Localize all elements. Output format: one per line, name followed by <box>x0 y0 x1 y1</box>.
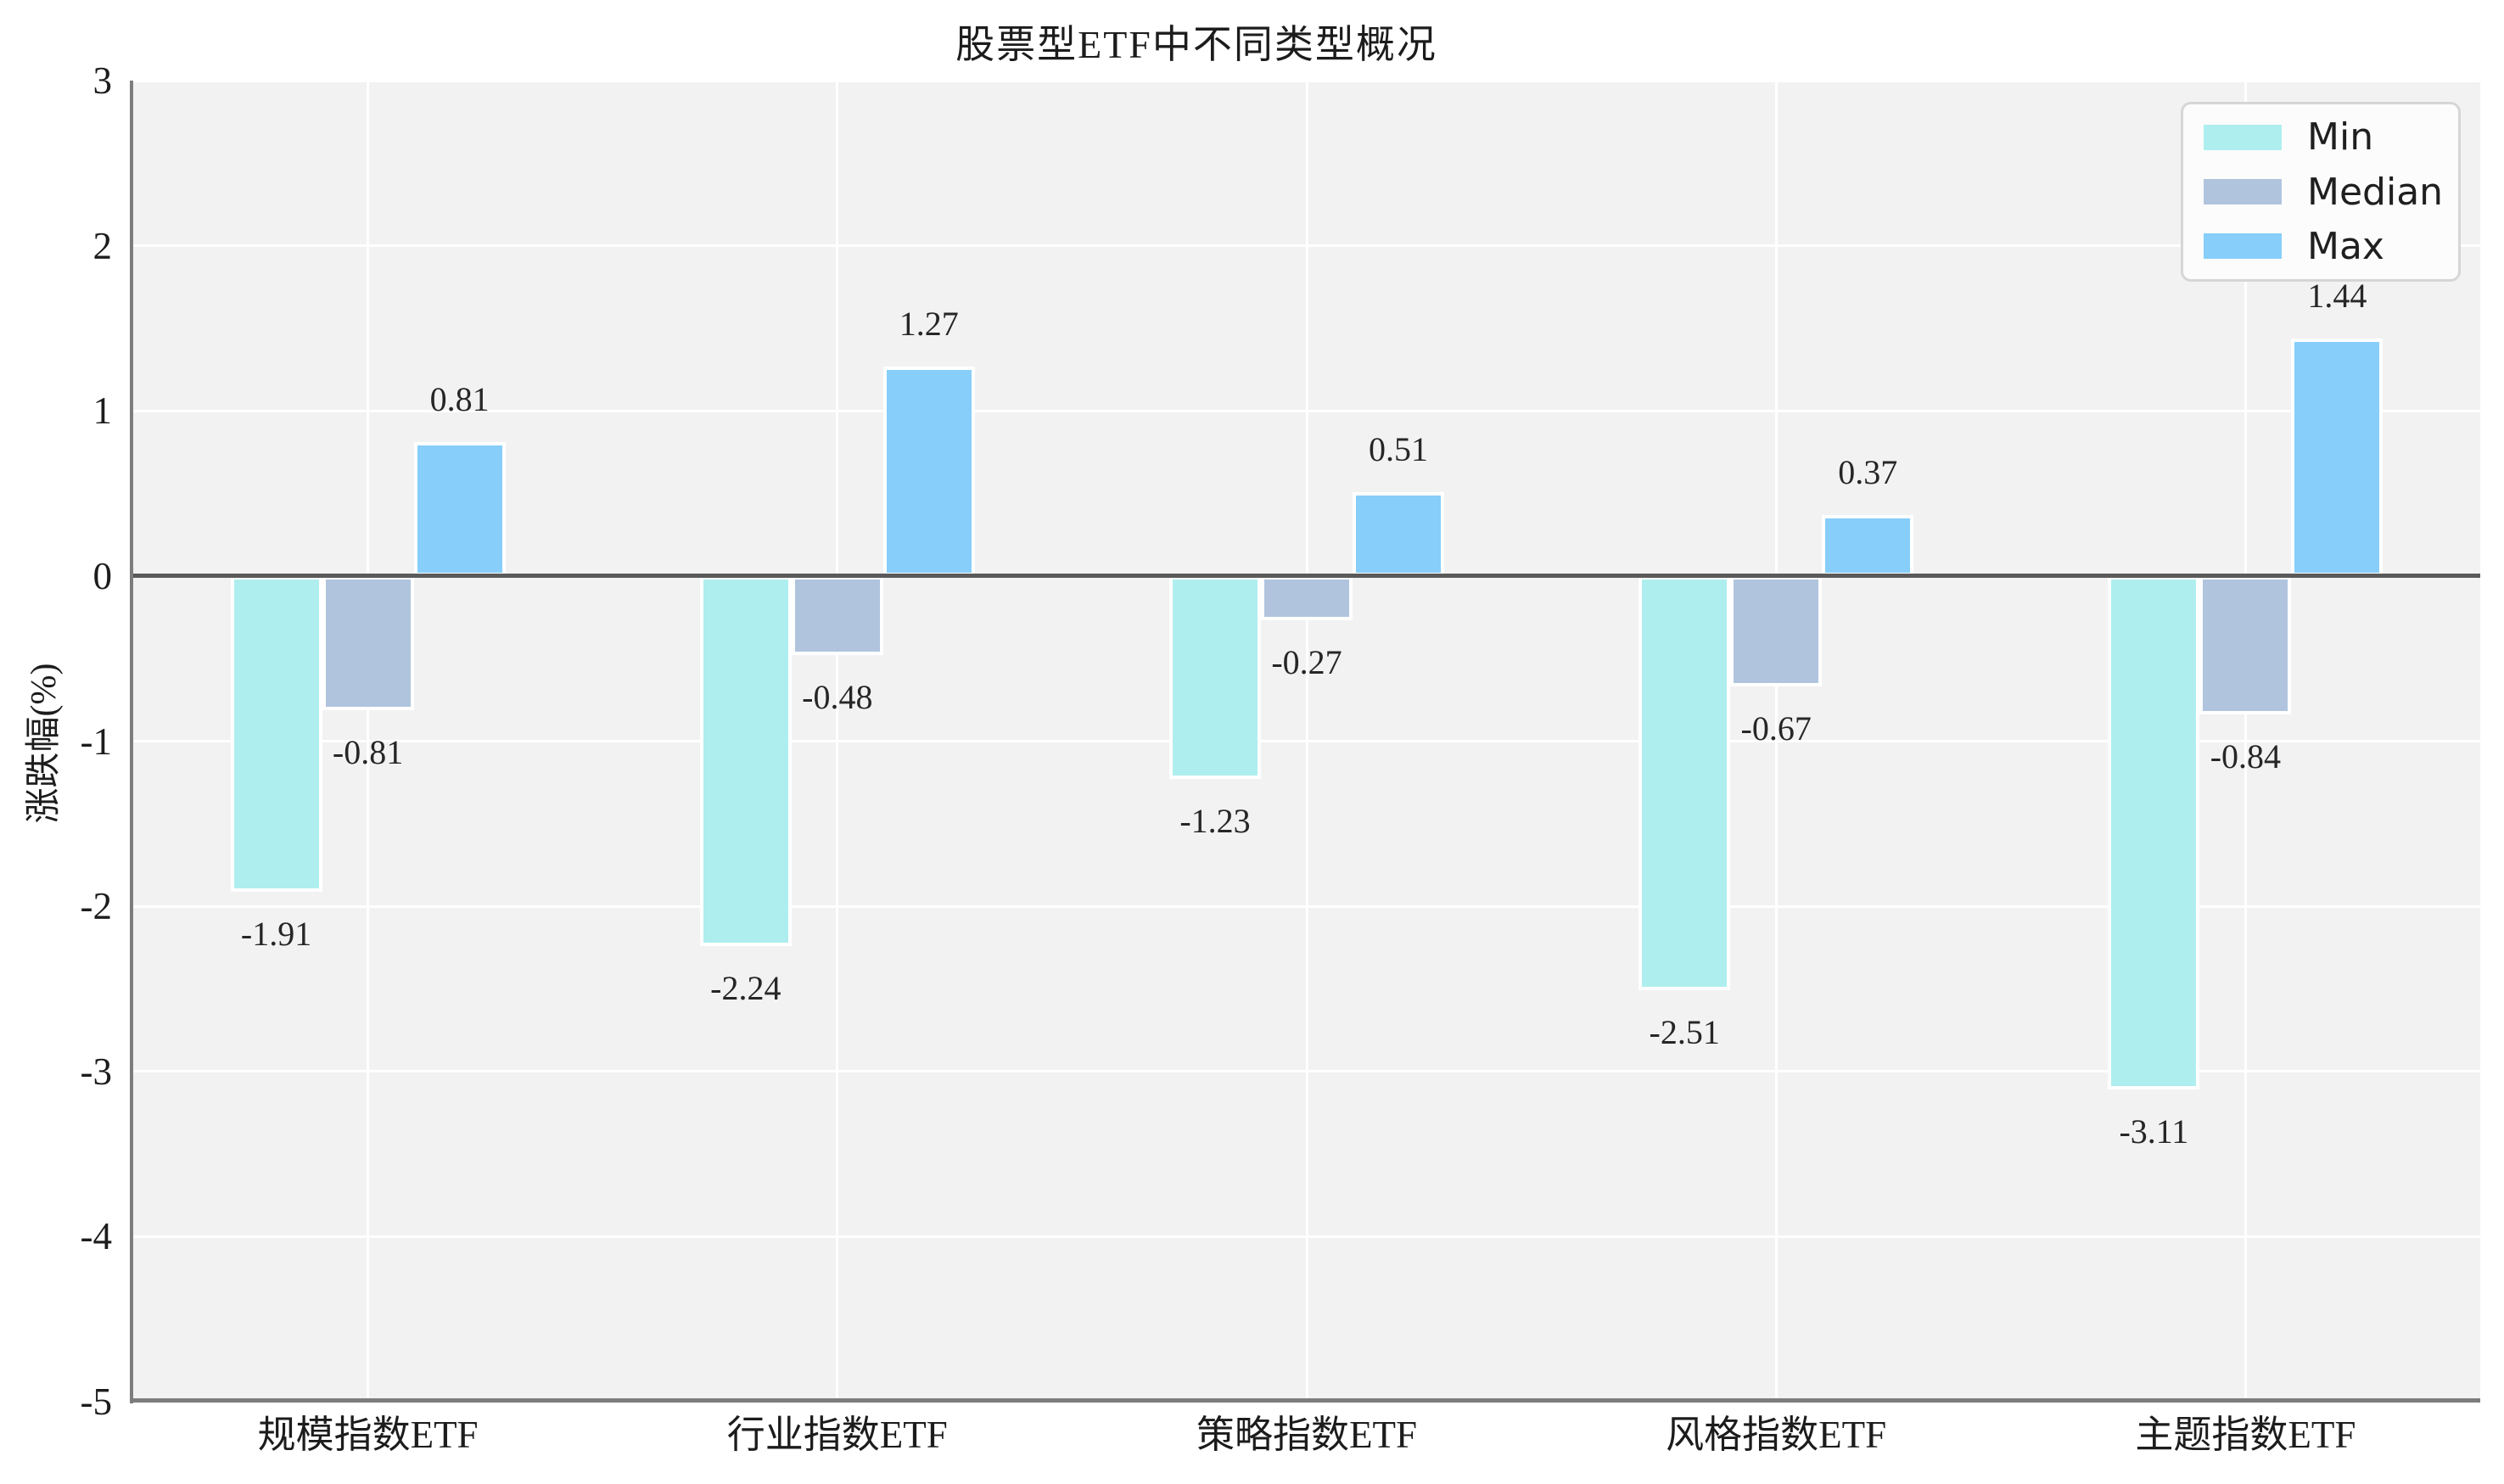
x-category-label: 行业指数ETF <box>726 1414 948 1456</box>
y-tick-label: -5 <box>80 1380 113 1423</box>
x-category-label: 风格指数ETF <box>1666 1414 1887 1456</box>
y-tick-label: -1 <box>80 720 113 763</box>
y-tick-label: -2 <box>80 885 113 928</box>
bar-value-label: 0.81 <box>429 380 490 419</box>
legend: Min Median Max <box>2181 102 2461 282</box>
bar-median <box>322 575 414 710</box>
legend-swatch-min <box>2204 124 2282 150</box>
bar-value-label: 1.44 <box>2307 276 2367 315</box>
legend-swatch-median <box>2204 179 2282 204</box>
bar-value-label: -0.27 <box>1271 643 1342 682</box>
legend-item-min: Min <box>2183 115 2458 159</box>
x-category-label: 主题指数ETF <box>2135 1414 2356 1456</box>
bar-median <box>791 575 883 656</box>
bar-max <box>1353 491 1444 576</box>
bar-value-label: -3.11 <box>2119 1112 2189 1151</box>
bar-max <box>413 442 506 576</box>
legend-label: Max <box>2307 224 2384 268</box>
y-tick-label: 0 <box>92 554 113 597</box>
bar-value-label: -0.81 <box>332 732 404 771</box>
bar-value-label: -1.91 <box>240 914 312 953</box>
y-tick-label: 3 <box>92 59 113 102</box>
y-tick-label: -3 <box>80 1050 113 1093</box>
bar-value-label: 0.51 <box>1369 429 1428 468</box>
bar-min <box>1169 575 1261 780</box>
y-tick-label: 1 <box>92 389 113 433</box>
bar-median <box>1730 575 1823 687</box>
bar-min <box>230 575 322 892</box>
bar-value-label: -0.67 <box>1740 709 1812 748</box>
gridline-vertical <box>367 81 370 1402</box>
bar-value-label: -2.51 <box>1649 1013 1720 1052</box>
y-axis-label: 涨跌幅(%) <box>25 663 64 824</box>
legend-item-median: Median <box>2183 171 2458 214</box>
bar-max <box>1822 514 1914 576</box>
bar-min <box>699 575 792 946</box>
bar-value-label: -1.23 <box>1179 802 1251 841</box>
y-axis-spine <box>130 81 133 1403</box>
y-tick-label: -4 <box>80 1215 113 1258</box>
x-category-label: 规模指数ETF <box>257 1414 479 1456</box>
y-tick-label: 2 <box>92 224 113 267</box>
chart-title: 股票型ETF中不同类型概况 <box>955 23 1437 66</box>
zero-line <box>133 574 2480 579</box>
gridline-vertical <box>2244 81 2247 1402</box>
legend-item-max: Max <box>2183 225 2458 268</box>
gridline-vertical <box>1305 81 1308 1402</box>
bar-value-label: 1.27 <box>899 304 959 343</box>
gridline-vertical <box>836 81 839 1402</box>
legend-swatch-max <box>2204 233 2282 260</box>
bar-max <box>2291 338 2384 576</box>
bar-median <box>1261 575 1353 621</box>
bar-value-label: 0.37 <box>1838 452 1898 491</box>
bar-min <box>1639 575 1731 991</box>
bar-min <box>2108 575 2200 1090</box>
legend-label: Median <box>2307 170 2444 214</box>
x-category-label: 策略指数ETF <box>1196 1414 1417 1456</box>
bar-median <box>2199 575 2292 715</box>
gridline-vertical <box>1774 81 1778 1402</box>
x-axis-spine <box>130 1398 2480 1403</box>
bar-value-label: -0.48 <box>802 678 873 717</box>
legend-label: Min <box>2307 115 2374 160</box>
bar-value-label: -0.84 <box>2210 737 2282 776</box>
bar-value-label: -2.24 <box>710 968 781 1007</box>
bar-max <box>882 366 975 576</box>
